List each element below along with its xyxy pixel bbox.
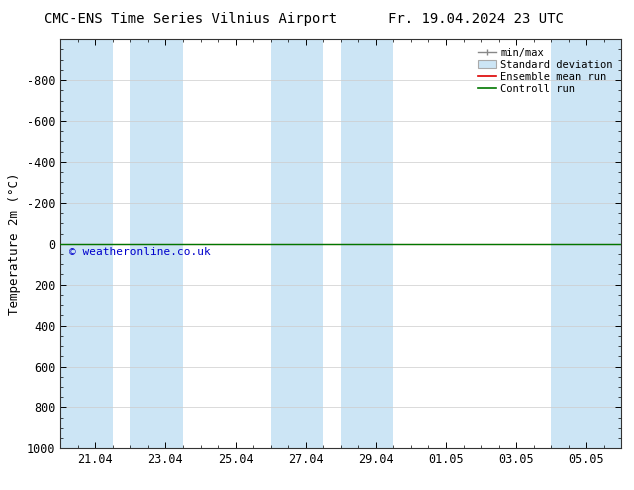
- Bar: [551, 39, 621, 448]
- Text: Fr. 19.04.2024 23 UTC: Fr. 19.04.2024 23 UTC: [387, 12, 564, 26]
- Text: CMC-ENS Time Series Vilnius Airport: CMC-ENS Time Series Vilnius Airport: [44, 12, 337, 26]
- Bar: [60, 39, 113, 448]
- Bar: [341, 39, 393, 448]
- Legend: min/max, Standard deviation, Ensemble mean run, Controll run: min/max, Standard deviation, Ensemble me…: [474, 45, 616, 97]
- Bar: [131, 39, 183, 448]
- Bar: [271, 39, 323, 448]
- Y-axis label: Temperature 2m (°C): Temperature 2m (°C): [8, 172, 22, 315]
- Text: © weatheronline.co.uk: © weatheronline.co.uk: [69, 247, 210, 257]
